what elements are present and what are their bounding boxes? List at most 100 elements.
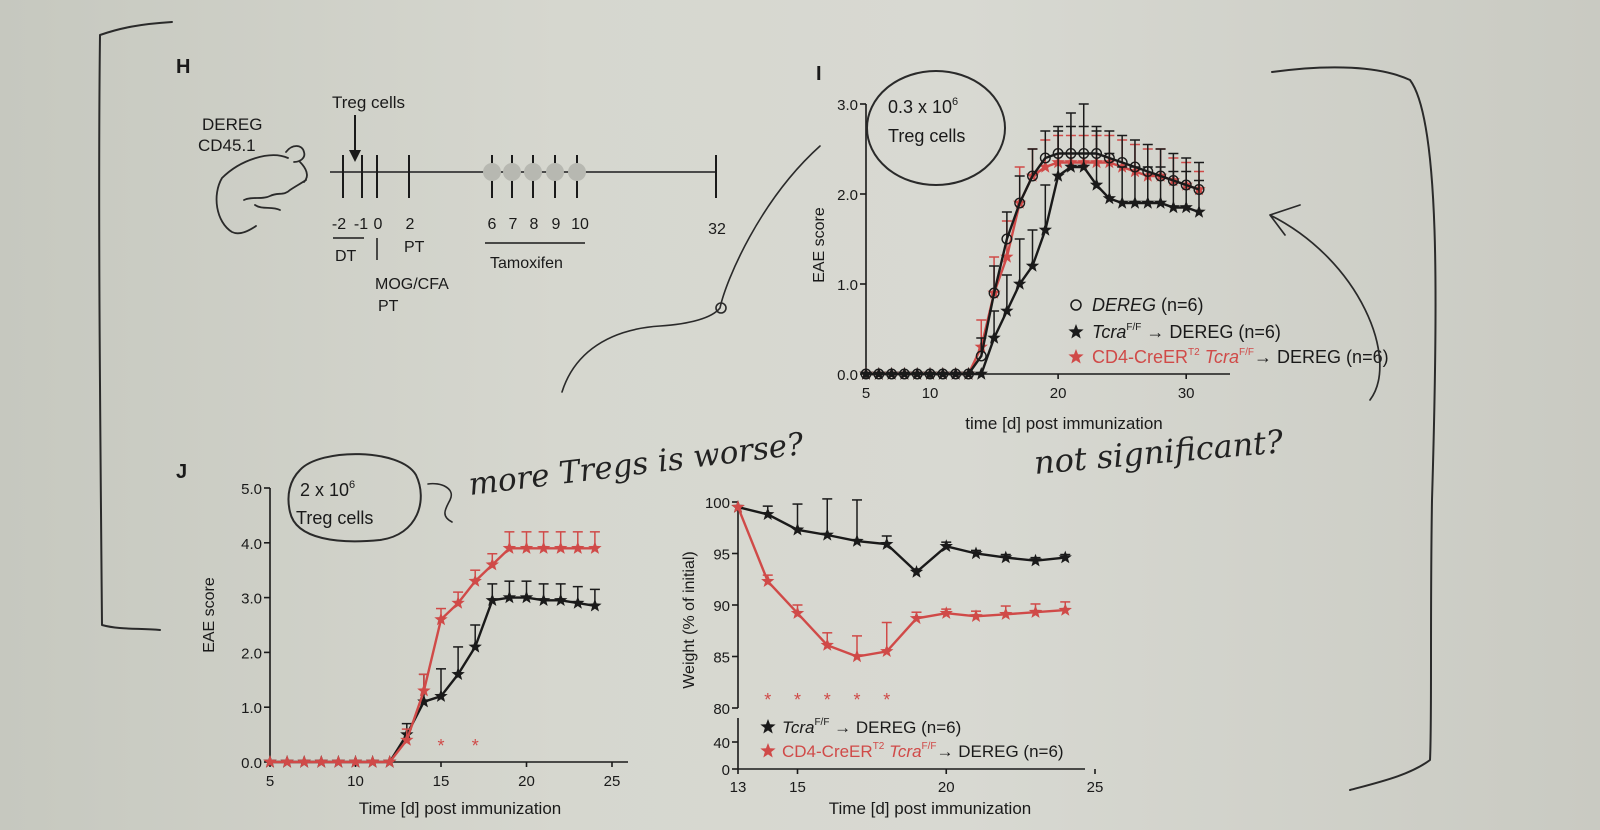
data-point [962,368,974,380]
x-tick-label: 10 [347,773,364,790]
data-point [451,667,465,680]
y-axis-label: Weight (% of initial) [681,551,698,689]
panel-j-letter: J [176,461,187,483]
data-point [1091,147,1103,159]
data-point [850,534,864,547]
significance-star: * [824,690,831,710]
y-tick-label: 3.0 [241,591,262,608]
timeline-ticks: -2 -1 0 2 6 7 8 9 10 32 [332,216,726,238]
data-point [886,368,898,380]
y-tick-label: 40 [713,735,730,752]
data-point [880,537,894,550]
hand-arrow-drawing [1269,204,1381,401]
legend-label: TcraF/F → DEREG (n=6) [782,717,961,737]
data-point [999,550,1013,564]
significance-star: * [764,690,771,710]
data-point [1128,196,1142,209]
data-point [974,367,988,380]
legend-label: CD4-CreERT2 TcraF/F→ DEREG (n=6) [1092,347,1389,367]
x-tick-label: 13 [730,779,747,796]
significance-star: * [472,736,479,756]
data-point [761,507,775,520]
y-tick-label: 95 [713,547,730,564]
y-tick-label: 4.0 [241,536,262,553]
annotation-circle-drawing [866,70,1006,186]
mouse-label-dereg: DEREG [202,115,262,134]
tick-label: 6 [488,216,497,233]
data-point [348,755,363,768]
data-point [937,368,949,380]
data-point [1052,147,1064,159]
panel-j-right-chart: 80 85 90 95 100 0 40 13 15 20 25 Weight (% of initi… [681,495,1103,818]
data-point [969,546,983,560]
annotation2-line2: Treg cells [296,508,373,528]
annotation-line1: 0.3 x 106 [888,96,958,117]
y-tick-label: 0.0 [837,367,858,384]
legend-label: TcraF/F → DEREG (n=6) [1092,322,1281,342]
data-point [331,755,346,768]
y-tick-label: 0.0 [241,755,262,772]
data-point [909,565,924,578]
data-point [860,368,872,380]
x-axis-label: time [d] post immunization [965,414,1162,433]
legend-marker [760,743,776,758]
data-point [263,755,277,768]
data-point [1179,200,1193,214]
data-point [873,368,885,380]
hand-note-more-tregs: more Tregs is worse? [467,426,806,503]
data-point [1000,250,1014,263]
data-point [1058,550,1072,564]
data-point [790,522,805,536]
tick-label: 32 [708,221,726,238]
data-point [1038,223,1052,236]
y-tick-label: 1.0 [837,277,858,294]
tick-label: -2 [332,216,346,233]
data-point [988,287,1000,299]
data-point [1167,174,1179,186]
significance-star: * [883,690,890,710]
hand-bracket-small-drawing [427,482,453,523]
data-point [999,607,1013,620]
data-point [519,541,534,554]
y-tick-label: 2.0 [241,645,262,662]
data-point [417,694,431,708]
data-point [1116,156,1128,168]
data-point [468,574,482,587]
x-tick-label: 15 [789,779,806,796]
data-point [434,612,448,626]
data-point [1026,170,1038,182]
data-point [1077,160,1091,173]
x-tick-label: 15 [433,773,450,790]
tick-label: 8 [530,216,539,233]
panel-h-letter: H [176,56,190,78]
treg-label: Treg cells [332,93,405,112]
series-line [270,596,596,764]
y-tick-label: 85 [713,650,730,667]
data-point [502,590,517,604]
data-point [1192,205,1206,218]
data-point [1155,170,1167,182]
legend-marker [1068,324,1084,339]
y-tick-label: 100 [705,495,730,512]
data-point [502,541,517,554]
tamoxifen-label: Tamoxifen [490,255,563,272]
data-point [417,683,431,697]
significance-star: * [437,736,444,756]
data-point [485,557,499,571]
x-tick-label: 10 [922,385,939,402]
tamoxifen-dot [483,163,501,181]
annotation2-line1: 2 x 106 [300,479,355,500]
data-point [880,644,894,657]
series-line [270,547,595,764]
dt-label: DT [335,248,357,265]
x-tick-label: 5 [266,773,274,790]
mouse-label-cd451: CD45.1 [198,136,256,155]
x-tick-label: 20 [518,773,535,790]
significance-star: * [794,690,801,710]
panel-i-letter: I [816,63,822,85]
annotation-line2: Treg cells [888,126,965,146]
data-point [1142,165,1154,177]
data-point [1001,233,1013,245]
data-point [468,639,482,653]
